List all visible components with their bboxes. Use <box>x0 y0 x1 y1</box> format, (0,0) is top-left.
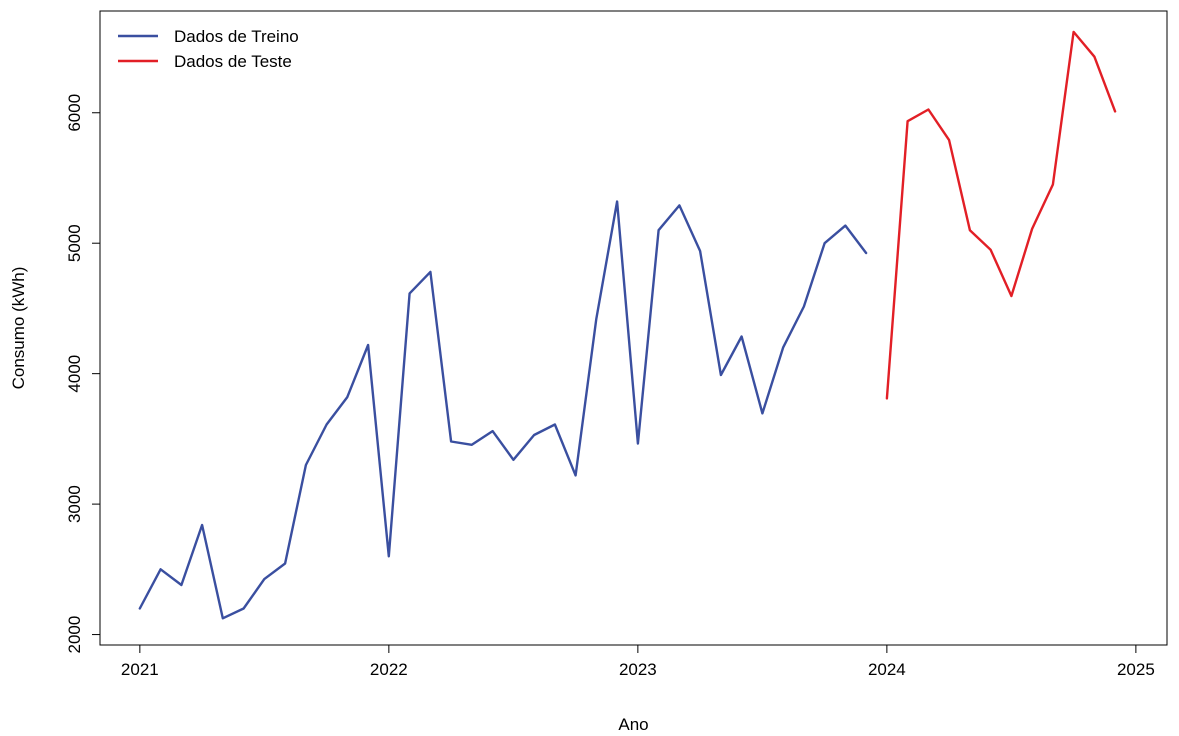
y-tick-label: 6000 <box>65 94 84 132</box>
x-axis-title: Ano <box>618 715 648 734</box>
x-tick-label: 2024 <box>868 660 906 679</box>
series-line-1 <box>885 30 1117 400</box>
x-tick-label: 2021 <box>121 660 159 679</box>
series-line-0 <box>138 200 868 620</box>
legend-label-0: Dados de Treino <box>174 27 299 46</box>
y-axis-title: Consumo (kWh) <box>9 267 28 390</box>
legend-label-1: Dados de Teste <box>174 52 292 71</box>
y-tick-label: 2000 <box>65 616 84 654</box>
y-tick-label: 5000 <box>65 224 84 262</box>
axes: 2021 2022 2023 2024 2025 2000 3000 4000 5000 6000 <box>65 10 1168 679</box>
x-tick-label: 2022 <box>370 660 408 679</box>
y-tick-label: 3000 <box>65 485 84 523</box>
x-tick-label: 2025 <box>1117 660 1155 679</box>
y-tick-label: 4000 <box>65 355 84 393</box>
x-tick-label: 2023 <box>619 660 657 679</box>
legend: Dados de Treino Dados de Teste <box>118 27 299 71</box>
plot-area <box>138 30 1117 620</box>
plot-frame <box>99 10 1168 646</box>
